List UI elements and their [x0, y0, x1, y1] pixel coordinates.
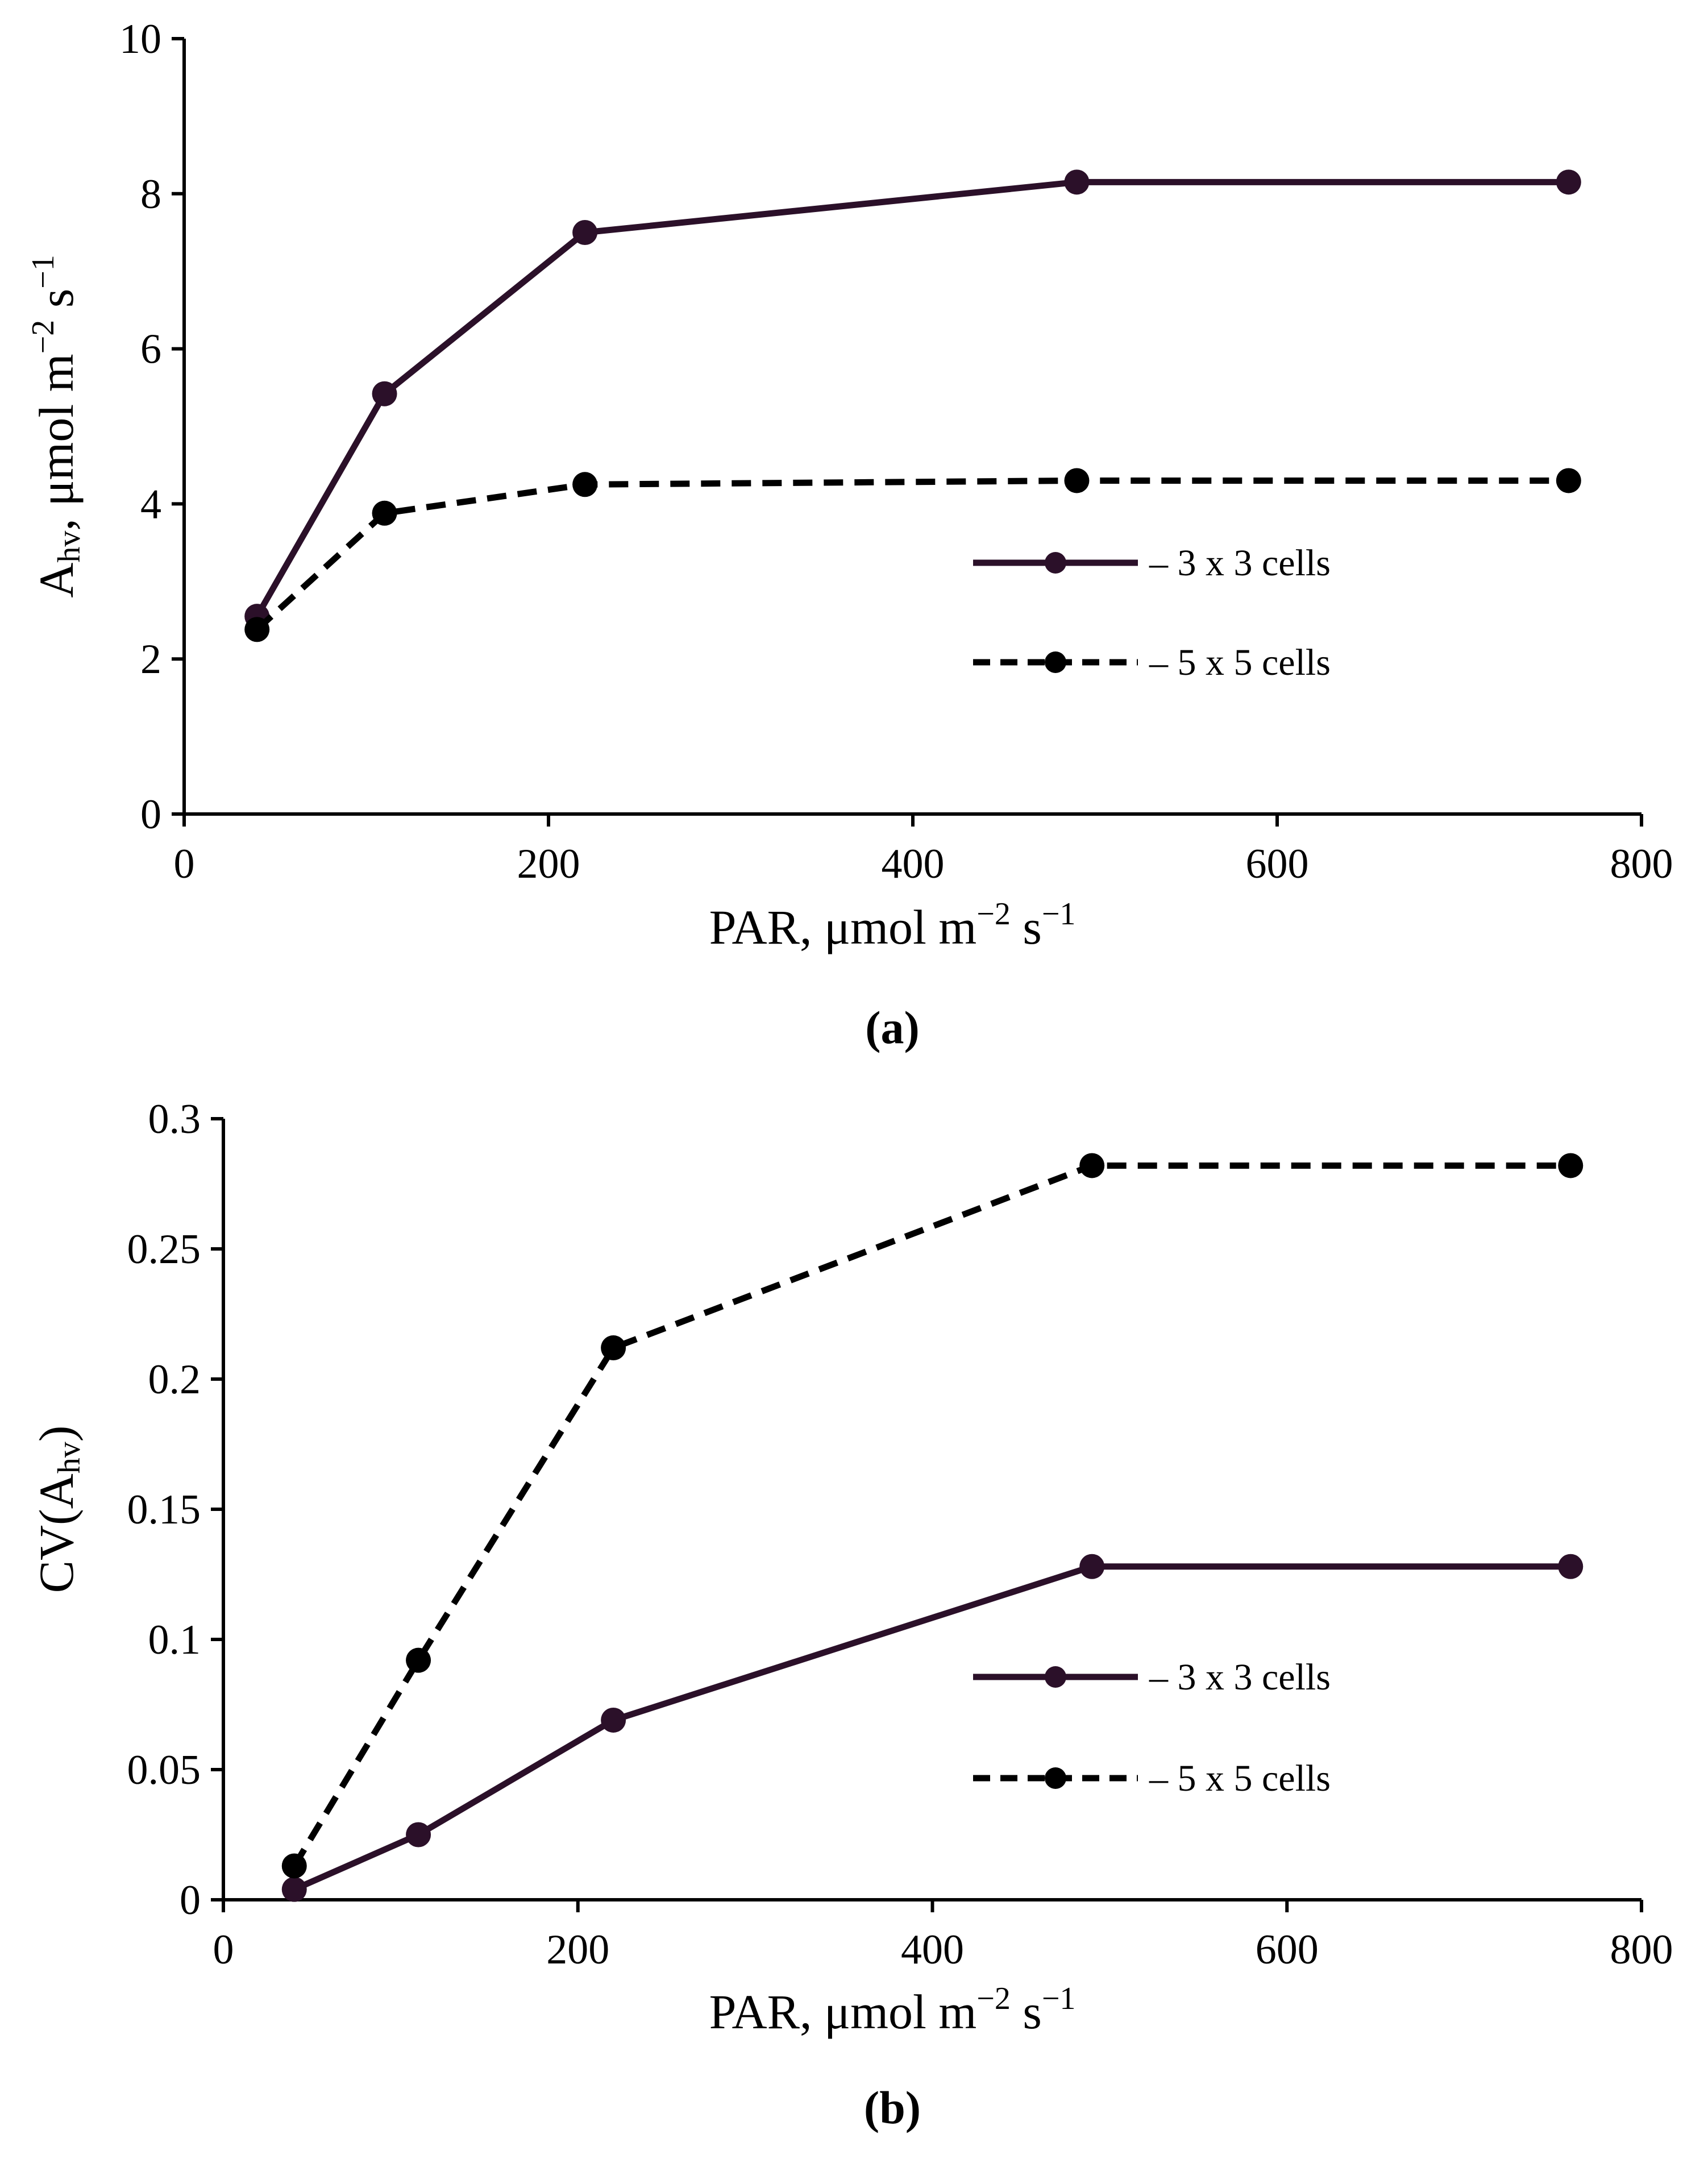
panel-a-series-3x3-point: [1064, 169, 1090, 195]
panel-b-y-tick-label: 0.1: [148, 1617, 201, 1663]
panel-a-series-3x3-point: [1556, 169, 1581, 195]
panel-b-y-tick-label: 0: [180, 1877, 201, 1924]
panel-b-series-5x5-point: [406, 1647, 431, 1673]
panel-a-y-tick-label: 4: [140, 481, 161, 528]
panel-b-series-3x3-point: [406, 1822, 431, 1847]
panel-b-x-tick-label: 800: [1610, 1927, 1673, 1973]
panel-b-legend-3x3-label: – 3 x 3 cells: [1149, 1656, 1331, 1698]
panel-b-series-5x5-point: [1079, 1153, 1105, 1178]
panel-b-series: [281, 1153, 1584, 1902]
panel-b-x-tick-label: 200: [546, 1927, 609, 1973]
panel-a-legend-3x3-marker: [1045, 552, 1066, 574]
panel-a-series-5x5-point: [572, 472, 598, 497]
panel-b-series-5x5-line: [292, 1162, 1571, 1868]
panel-a-x-ticks: 0 200 400 600 800: [174, 814, 1673, 887]
panel-a-series-5x5-line: [255, 477, 1569, 632]
panel-a-series-5x5-point: [372, 500, 397, 526]
panel-a-x-tick-label: 600: [1246, 841, 1309, 887]
panel-a-legend-5x5-label: – 5 x 5 cells: [1149, 642, 1331, 683]
panel-a-series-3x3-point: [372, 381, 397, 406]
panel-b-y-tick-label: 0.2: [148, 1356, 201, 1403]
panel-a-x-axis-title: PAR, μmol m−2 s−1: [709, 896, 1076, 954]
panel-a-x-tick-label: 0: [174, 841, 195, 887]
panel-b-series-5x5-point: [1558, 1153, 1584, 1178]
panel-b-series-5x5-point: [281, 1853, 307, 1879]
panel-a: 0 2 4 6 8 10 0 200 400 600 800 – 3 x 3 cells – 5 x…: [26, 16, 1673, 1053]
panel-a-y-tick-label: 8: [140, 171, 161, 218]
panel-b-y-tick-label: 0.3: [148, 1096, 201, 1143]
panel-b-legend-3x3-marker: [1045, 1666, 1066, 1688]
panel-a-x-tick-label: 400: [882, 841, 945, 887]
panel-b-y-tick-label: 0.05: [127, 1747, 201, 1793]
panel-b-series-3x3-line: [293, 1563, 1571, 1892]
panel-a-y-tick-label: 6: [140, 326, 161, 373]
panel-b-y-tick-label: 0.15: [127, 1487, 201, 1533]
panel-a-y-axis-title: Ahv, μmol m−2 s−1: [26, 255, 87, 598]
panel-a-x-tick-label: 800: [1610, 841, 1673, 887]
panel-b-label: (b): [864, 2082, 921, 2133]
panel-a-y-tick-label: 0: [140, 791, 161, 838]
panel-a-legend-3x3-label: – 3 x 3 cells: [1149, 542, 1331, 584]
panel-b-x-tick-label: 400: [901, 1927, 964, 1973]
panel-a-legend-5x5-marker: [1045, 651, 1066, 673]
panel-a-y-tick-label: 2: [140, 636, 161, 683]
panel-b-x-axis-title: PAR, μmol m−2 s−1: [709, 1981, 1076, 2039]
panel-a-series-5x5-point: [1556, 468, 1581, 493]
panel-b-y-axis-title: CV(Ahv): [29, 1426, 87, 1593]
panel-b: 0 0.05 0.1 0.15 0.2 0.25 0.3 0 200 400 600 800 – 3…: [29, 1096, 1673, 2133]
panel-b-x-tick-label: 0: [213, 1927, 234, 1973]
panel-a-y-ticks: 0 2 4 6 8 10: [119, 16, 184, 838]
panel-a-legend: – 3 x 3 cells – 5 x 5 cells: [973, 542, 1331, 683]
panel-a-series: [244, 169, 1581, 642]
panel-a-series-5x5-point: [1064, 468, 1090, 493]
panel-b-series-5x5-point: [601, 1335, 626, 1361]
panel-b-series-3x3-point: [1079, 1554, 1105, 1579]
panel-b-series-3x3-point: [1558, 1554, 1584, 1579]
panel-a-x-tick-label: 200: [517, 841, 580, 887]
panel-b-x-ticks: 0 200 400 600 800: [213, 1900, 1673, 1973]
panel-b-legend-5x5-marker: [1045, 1767, 1066, 1789]
panel-a-series-3x3-point: [572, 220, 598, 245]
panel-b-legend-5x5-label: – 5 x 5 cells: [1149, 1758, 1331, 1799]
panel-b-series-3x3-point: [281, 1876, 307, 1902]
panel-b-y-tick-label: 0.25: [127, 1226, 201, 1273]
panel-a-series-5x5-point: [244, 617, 270, 642]
panel-b-x-tick-label: 600: [1256, 1927, 1319, 1973]
panel-a-label: (a): [865, 1002, 920, 1053]
panel-a-series-3x3-line: [254, 178, 1569, 618]
panel-a-y-tick-label: 10: [119, 16, 161, 63]
panel-b-series-3x3-point: [601, 1707, 626, 1733]
panel-b-legend: – 3 x 3 cells – 5 x 5 cells: [973, 1656, 1331, 1799]
panel-b-y-ticks: 0 0.05 0.1 0.15 0.2 0.25 0.3: [127, 1096, 223, 1924]
